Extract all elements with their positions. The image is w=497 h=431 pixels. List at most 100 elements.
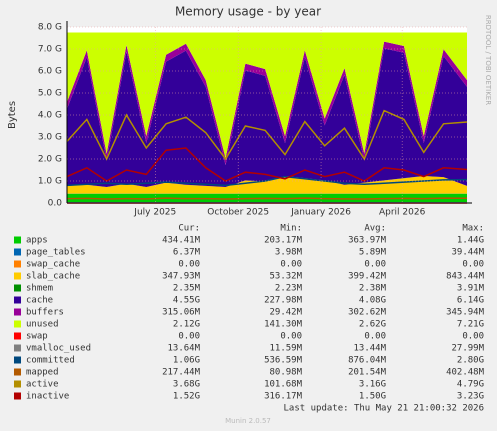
legend-stat: 3.16G bbox=[359, 380, 386, 390]
legend-label: apps bbox=[26, 236, 48, 246]
legend-swatch bbox=[14, 392, 21, 400]
legend-stat: 1.06G bbox=[173, 356, 200, 366]
legend-swatch bbox=[14, 320, 21, 328]
legend-stat: 1.50G bbox=[359, 392, 386, 402]
x-tick-label: January 2026 bbox=[290, 208, 351, 218]
x-tick-label: April 2026 bbox=[379, 208, 426, 218]
side-text: RRDTOOL / TOBI OETIKER bbox=[484, 15, 492, 105]
series-line bbox=[66, 147, 468, 182]
legend-stat: 4.79G bbox=[457, 380, 484, 390]
legend-stat: 3.23G bbox=[457, 392, 484, 402]
legend-stat: 2.80G bbox=[457, 356, 484, 366]
legend-label: vmalloc_used bbox=[26, 344, 91, 354]
area-band bbox=[67, 176, 467, 194]
legend-label: mapped bbox=[26, 368, 59, 378]
legend-stat: 3.68G bbox=[173, 380, 200, 390]
legend-label: inactive bbox=[26, 392, 69, 402]
legend-stat: 39.44M bbox=[451, 248, 484, 258]
legend-stat: 80.98M bbox=[269, 368, 302, 378]
legend-stat: 0.00 bbox=[364, 332, 386, 342]
legend-stat: 5.89M bbox=[359, 248, 387, 258]
legend-label: page_tables bbox=[26, 248, 86, 258]
legend-stat: 4.08G bbox=[359, 296, 386, 306]
legend-stat: 315.06M bbox=[162, 308, 201, 318]
legend-swatch bbox=[14, 332, 21, 340]
legend-stat: 434.41M bbox=[162, 236, 201, 246]
legend-stat: 347.93M bbox=[162, 272, 201, 282]
y-tick-label: 3.0 G bbox=[38, 133, 62, 143]
legend-label: shmem bbox=[26, 284, 53, 294]
legend-stat: 316.17M bbox=[264, 392, 303, 402]
legend-stat: 141.30M bbox=[264, 320, 303, 330]
legend-stat: 876.04M bbox=[348, 356, 387, 366]
y-tick-label: 2.0 G bbox=[38, 155, 62, 165]
footer: Munin 2.0.57 bbox=[225, 417, 271, 425]
y-tick-label: 6.0 G bbox=[38, 67, 62, 77]
legend-stat: 0.00 bbox=[280, 332, 302, 342]
x-tick-label: October 2025 bbox=[207, 208, 269, 218]
legend-header: Max: bbox=[462, 224, 484, 234]
y-tick-label: 0.0 bbox=[48, 199, 63, 209]
legend-stat: 0.00 bbox=[364, 260, 386, 270]
y-tick-label: 1.0 G bbox=[38, 177, 62, 187]
area-band bbox=[67, 32, 467, 159]
legend-stat: 0.00 bbox=[178, 260, 200, 270]
legend-stat: 2.38M bbox=[359, 284, 387, 294]
legend-stat: 6.37M bbox=[173, 248, 201, 258]
legend-stat: 13.64M bbox=[167, 344, 200, 354]
legend-header: Cur: bbox=[178, 224, 200, 234]
legend-header: Min: bbox=[280, 224, 302, 234]
legend-stat: 345.94M bbox=[446, 308, 485, 318]
legend-stat: 1.52G bbox=[173, 392, 200, 402]
legend-stat: 13.44M bbox=[353, 344, 386, 354]
legend-stat: 2.23M bbox=[275, 284, 303, 294]
y-tick-label: 5.0 G bbox=[38, 89, 62, 99]
legend-label: buffers bbox=[26, 308, 64, 318]
legend-stat: 6.14G bbox=[457, 296, 484, 306]
y-tick-label: 7.0 G bbox=[38, 45, 62, 55]
legend-stat: 0.00 bbox=[462, 260, 484, 270]
legend-swatch bbox=[14, 284, 21, 292]
legend-swatch bbox=[14, 248, 21, 256]
legend-swatch bbox=[14, 236, 21, 244]
legend-swatch bbox=[14, 368, 21, 376]
legend-stat: 399.42M bbox=[348, 272, 387, 282]
legend-stat: 203.17M bbox=[264, 236, 303, 246]
legend-stat: 2.12G bbox=[173, 320, 200, 330]
legend-stat: 11.59M bbox=[269, 344, 302, 354]
legend-stat: 217.44M bbox=[162, 368, 201, 378]
legend-header: Avg: bbox=[364, 224, 386, 234]
legend-label: active bbox=[26, 380, 59, 390]
x-tick-label: July 2025 bbox=[133, 208, 176, 218]
legend-stat: 7.21G bbox=[457, 320, 484, 330]
series-line bbox=[66, 109, 468, 161]
chart-title: Memory usage - by year bbox=[175, 5, 321, 19]
legend-stat: 0.00 bbox=[280, 260, 302, 270]
series-line bbox=[66, 197, 468, 200]
legend-stat: 27.99M bbox=[451, 344, 484, 354]
legend-stat: 536.59M bbox=[264, 356, 303, 366]
legend-stat: 3.91M bbox=[457, 284, 485, 294]
legend-swatch bbox=[14, 272, 21, 280]
legend-stat: 1.44G bbox=[457, 236, 484, 246]
legend-stat: 53.32M bbox=[269, 272, 302, 282]
legend-stat: 302.62M bbox=[348, 308, 387, 318]
area-band bbox=[67, 41, 467, 165]
legend-swatch bbox=[14, 296, 21, 304]
legend-swatch bbox=[14, 356, 21, 364]
y-tick-label: 8.0 G bbox=[38, 23, 62, 33]
legend-stat: 29.42M bbox=[269, 308, 302, 318]
legend-stat: 201.54M bbox=[348, 368, 387, 378]
legend-stat: 0.00 bbox=[178, 332, 200, 342]
legend-stat: 843.44M bbox=[446, 272, 485, 282]
y-axis-label: Bytes bbox=[7, 101, 18, 129]
legend-stat: 402.48M bbox=[446, 368, 485, 378]
legend-stat: 227.98M bbox=[264, 296, 303, 306]
legend-label: swap bbox=[26, 332, 48, 342]
last-update: Last update: Thu May 21 21:00:32 2026 bbox=[284, 404, 484, 414]
legend-label: slab_cache bbox=[26, 272, 80, 282]
legend-stat: 2.35M bbox=[173, 284, 201, 294]
legend-stat: 0.00 bbox=[462, 332, 484, 342]
legend-stat: 2.62G bbox=[359, 320, 386, 330]
